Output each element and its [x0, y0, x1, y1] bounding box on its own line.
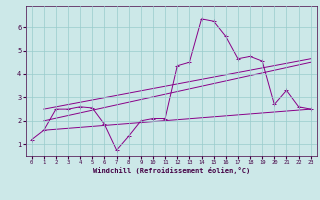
X-axis label: Windchill (Refroidissement éolien,°C): Windchill (Refroidissement éolien,°C) — [92, 167, 250, 174]
